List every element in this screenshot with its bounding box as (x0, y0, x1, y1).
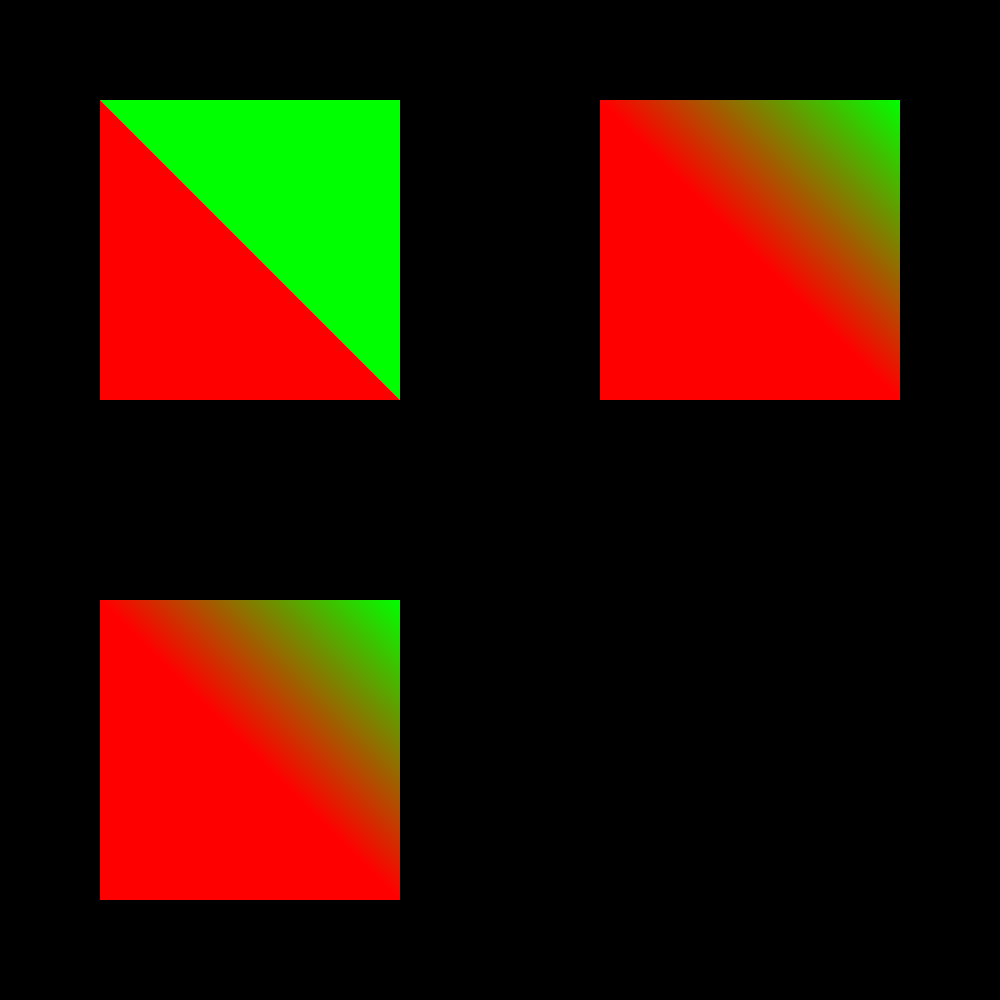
gradient-swatch-bottom-left (100, 600, 400, 900)
hard-split-swatch (100, 100, 400, 400)
gradient-swatch-top-right (600, 100, 900, 400)
